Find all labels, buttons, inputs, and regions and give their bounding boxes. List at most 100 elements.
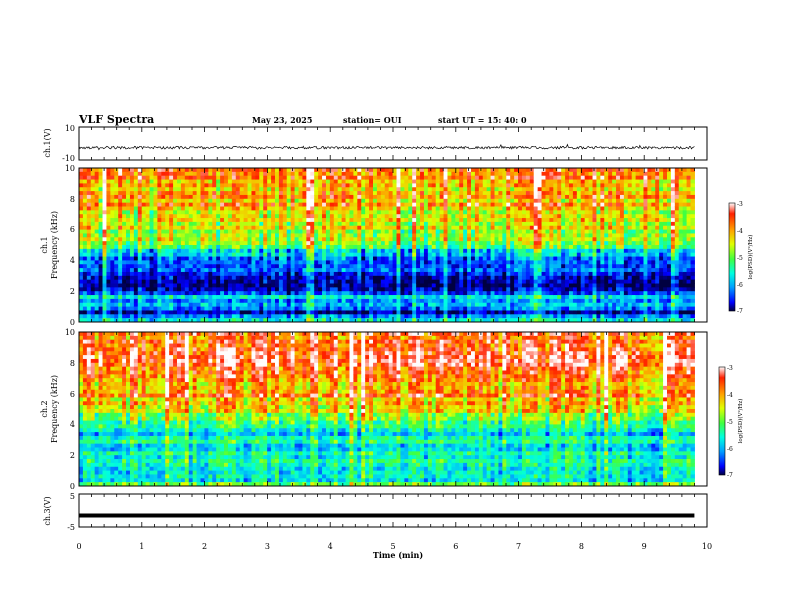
ch1-spectrogram-cell — [110, 191, 115, 196]
ch1-spectrogram-cell — [302, 271, 307, 277]
ch1-spectrogram-cell — [298, 298, 303, 304]
ch1-spectrogram-cell — [357, 256, 362, 261]
ch1-spectrogram-cell — [106, 171, 111, 177]
ch1-spectrogram-cell — [114, 175, 119, 181]
ch1-spectrogram-cell — [325, 191, 331, 196]
ch1-spectrogram-cell — [275, 168, 280, 173]
ch1-spectrogram-cell — [126, 260, 131, 265]
ch1-spectrogram-cell — [310, 287, 315, 292]
ch1-spectrogram-cell — [204, 271, 209, 277]
ch1-spectrogram-cell — [251, 218, 256, 223]
ch1-spectrogram-cell — [537, 271, 543, 277]
ch1-spectrogram-cell — [404, 298, 409, 304]
ch1-spectrogram-cell — [200, 183, 205, 188]
ch1-spectrogram-cell — [173, 168, 178, 173]
ch1-spectrogram-cell — [82, 318, 88, 323]
ch1-spectrogram-cell — [431, 268, 437, 273]
ch1-spectrogram-cell — [184, 279, 190, 284]
ch1-spectrogram-cell — [376, 187, 382, 192]
ch1-spectrogram-cell — [349, 310, 354, 315]
ch1-spectrogram-cell — [541, 264, 546, 269]
ch1-spectrogram-cell — [518, 187, 523, 192]
ch1-spectrogram-cell — [79, 264, 84, 269]
ch1-spectrogram-cell — [486, 302, 492, 308]
ch1-spectrogram-cell — [231, 191, 237, 196]
ch1-spectrogram-cell — [165, 191, 170, 196]
ch1-spectrogram-cell — [341, 183, 347, 188]
ch1-spectrogram-cell — [325, 171, 331, 177]
ch1-spectrogram-cell — [227, 233, 233, 238]
ch1-spectrogram-cell — [502, 187, 507, 192]
ch1-spectrogram-cell — [102, 279, 107, 284]
ch1-spectrogram-cell — [282, 306, 288, 311]
ch1-spectrogram-cell — [369, 194, 374, 200]
ch1-spectrogram-cell — [82, 264, 88, 269]
ch1-spectrogram-cell — [298, 183, 303, 188]
ch1-spectrogram-cell — [216, 183, 221, 188]
ch1-spectrogram-cell — [427, 245, 433, 250]
ch1-spectrogram-cell — [106, 256, 111, 261]
ch1-spectrogram-cell — [106, 218, 111, 223]
ch1-spectrogram-cell — [396, 221, 401, 227]
ch1-spectrogram-cell — [157, 302, 162, 308]
ch1-spectrogram-cell — [529, 295, 535, 300]
ch1-spectrogram-cell — [459, 168, 464, 173]
ch1-spectrogram-cell — [196, 218, 202, 223]
ch1-spectrogram-cell — [423, 248, 429, 254]
ch1-spectrogram-cell — [451, 202, 456, 207]
ch1-spectrogram-cell — [549, 183, 554, 188]
ch1-spectrogram-cell — [451, 221, 456, 227]
ch1-spectrogram-cell — [553, 252, 558, 258]
ch1-spectrogram-cell — [420, 298, 425, 304]
ch1-spectrogram-cell — [416, 237, 421, 242]
ch1-spectrogram-cell — [318, 221, 323, 227]
ch1-spectrogram-cell — [208, 245, 213, 250]
ch1-spectrogram-cell — [220, 175, 225, 181]
ch1-spectrogram-cell — [153, 210, 158, 215]
ch1-spectrogram-cell — [188, 318, 194, 323]
ch1-spectrogram-cell — [180, 210, 186, 215]
ch1-spectrogram-cell — [86, 210, 92, 215]
ch1-spectrogram-cell — [471, 175, 476, 181]
ch1-spectrogram-cell — [141, 210, 147, 215]
ch1-spectrogram-cell — [263, 206, 268, 211]
ch1-spectrogram-cell — [514, 268, 519, 273]
ch1-spectrogram-cell — [502, 175, 507, 181]
ch1-spectrogram-cell — [102, 171, 107, 177]
ch1-spectrogram-cell — [388, 206, 394, 211]
ch1-spectrogram-cell — [247, 198, 252, 204]
ch1-spectrogram-cell — [435, 241, 441, 246]
ch1-spectrogram-cell — [86, 198, 92, 204]
ch1-spectrogram-cell — [259, 206, 264, 211]
ch1-spectrogram-cell — [318, 210, 323, 215]
ch1-spectrogram-cell — [90, 206, 96, 211]
ch1-spectrogram-cell — [369, 221, 374, 227]
ch1-spectrogram-cell — [482, 248, 488, 254]
ch1-spectrogram-cell — [416, 298, 421, 304]
ch1-spectrogram-cell — [216, 260, 221, 265]
ch1-spectrogram-cell — [474, 179, 480, 184]
ch1-spectrogram-cell — [306, 314, 311, 319]
ch1-spectrogram-cell — [141, 318, 147, 323]
ch1-spectrogram-cell — [521, 314, 527, 319]
ch1-spectrogram-cell — [329, 210, 335, 215]
ch1-spectrogram-cell — [306, 248, 311, 254]
ch1-spectrogram-cell — [459, 241, 464, 246]
ch1-spectrogram-cell — [267, 264, 272, 269]
ch1-spectrogram-cell — [341, 310, 347, 315]
ch1-spectrogram-cell — [349, 194, 354, 200]
ch1-spectrogram-cell — [474, 214, 480, 219]
ch1-spectrogram-cell — [322, 283, 327, 288]
ch1-spectrogram-cell — [467, 229, 472, 234]
ch1-spectrogram-cell — [259, 245, 264, 250]
ch1-spectrogram-cell — [290, 252, 296, 258]
ch1-spectrogram-cell — [165, 233, 170, 238]
ch1-spectrogram-cell — [173, 171, 178, 177]
ch1-spectrogram-cell — [282, 214, 288, 219]
ch1-spectrogram-cell — [251, 214, 256, 219]
ch1-spectrogram-cell — [506, 291, 511, 296]
ch1-spectrogram-cell — [314, 179, 319, 184]
ch1-spectrogram-cell — [98, 271, 104, 277]
ch1-spectrogram-cell — [90, 268, 96, 273]
ch1-spectrogram-cell — [553, 302, 558, 308]
